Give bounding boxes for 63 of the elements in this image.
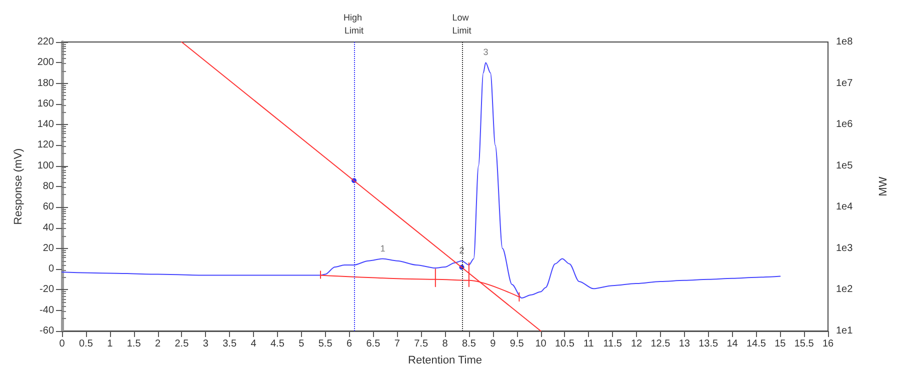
x-tick-label: 2.5 bbox=[174, 338, 190, 350]
y2-tick-label: 1e2 bbox=[836, 284, 854, 296]
ref-line-label: High Limit bbox=[344, 12, 365, 36]
y-tick-label: 220 bbox=[37, 36, 54, 48]
y-tick-label: 40 bbox=[42, 222, 54, 234]
x-tick-label: 5 bbox=[298, 338, 305, 350]
x-tick-label: 10.5 bbox=[554, 338, 575, 350]
y2-tick-label: 1e8 bbox=[836, 36, 854, 48]
x-tick-label: 4.5 bbox=[270, 338, 285, 350]
x-tick-label: 7 bbox=[394, 338, 400, 350]
y-tick-label: 0 bbox=[48, 264, 54, 275]
y2-tick-label: 1e4 bbox=[836, 202, 854, 213]
y-tick-label: 140 bbox=[37, 119, 54, 130]
x-tick-label: 9.5 bbox=[510, 338, 524, 350]
y-tick-label: 20 bbox=[42, 242, 54, 254]
y2-tick-label: 1e3 bbox=[836, 242, 854, 254]
x-tick-label: 14.5 bbox=[746, 338, 766, 350]
y-tick-label: 100 bbox=[37, 160, 54, 172]
x-tick-label: 3.5 bbox=[222, 338, 237, 350]
y-tick-label: 180 bbox=[37, 78, 54, 89]
x-tick-label: 7.5 bbox=[414, 338, 428, 350]
y2-tick-label: 1e1 bbox=[836, 326, 854, 336]
x-tick-label: 4 bbox=[250, 338, 257, 350]
x-tick-label: 8 bbox=[442, 338, 448, 350]
x-tick-label: 13 bbox=[678, 338, 690, 350]
x-tick-label: 1 bbox=[107, 338, 114, 350]
y-tick-label: 200 bbox=[37, 57, 54, 68]
y-tick-label: -20 bbox=[40, 284, 54, 296]
x-tick-label: 6.5 bbox=[366, 338, 381, 350]
x-tick-label: 1.5 bbox=[126, 338, 142, 350]
x-tick-label: 11.5 bbox=[603, 338, 622, 350]
y-tick-label: 60 bbox=[42, 202, 54, 213]
y-axis-title: Response (mV) bbox=[12, 148, 24, 225]
ref-line-label: Low Limit bbox=[452, 12, 472, 36]
x-tick-label: 15 bbox=[774, 338, 786, 350]
x-tick-label: 10 bbox=[535, 338, 547, 350]
x-tick-label: 12 bbox=[630, 338, 642, 350]
x-tick-label: 15.5 bbox=[794, 338, 814, 350]
x-axis-title: Retention Time bbox=[408, 354, 482, 366]
y-tick-label: -60 bbox=[40, 326, 54, 336]
x-tick-label: 16 bbox=[822, 338, 834, 350]
x-tick-label: 8.5 bbox=[462, 338, 476, 350]
x-tick-label: 14 bbox=[726, 338, 738, 350]
y-tick-label: -40 bbox=[40, 304, 54, 316]
x-tick-label: 3 bbox=[202, 338, 209, 350]
annotation: 3 bbox=[483, 47, 488, 58]
x-tick-label: 13.5 bbox=[698, 338, 718, 350]
x-tick-label: 11 bbox=[583, 338, 594, 350]
y2-tick-label: 1e7 bbox=[836, 78, 854, 89]
x-tick-label: 5.5 bbox=[318, 338, 333, 350]
y-tick-label: 160 bbox=[37, 98, 54, 110]
y-tick-label: 120 bbox=[37, 140, 54, 151]
x-tick-label: 0 bbox=[59, 338, 66, 350]
y2-tick-label: 1e5 bbox=[836, 160, 854, 172]
y2-tick-label: 1e6 bbox=[836, 119, 854, 130]
annotation: 1 bbox=[380, 243, 386, 254]
x-tick-label: 12.5 bbox=[650, 338, 671, 350]
x-tick-label: 0.5 bbox=[78, 338, 94, 350]
x-tick-label: 2 bbox=[154, 338, 161, 350]
y-tick-label: 80 bbox=[42, 181, 54, 192]
y2-axis-title: MW bbox=[878, 176, 890, 196]
x-tick-label: 6 bbox=[346, 338, 352, 350]
x-tick-label: 9 bbox=[490, 338, 496, 350]
